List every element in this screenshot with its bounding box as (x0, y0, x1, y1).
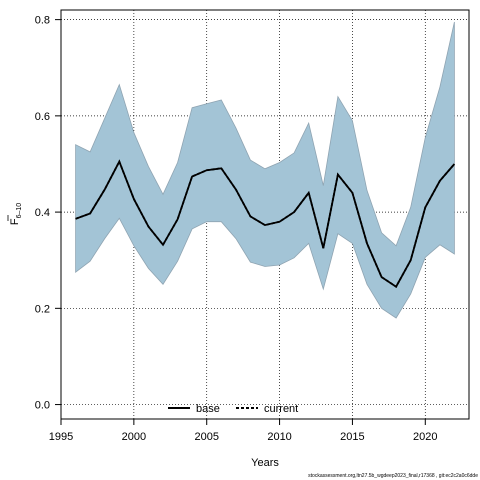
svg-text:F6–10: F6–10 (9, 203, 23, 225)
x-tick-label: 2020 (413, 431, 437, 443)
y-axis-title-sub: 6–10 (16, 203, 23, 219)
y-tick-label: 0.6 (35, 111, 50, 123)
y-tick-label: 0.4 (35, 207, 50, 219)
legend-label-base: base (196, 403, 220, 415)
plot-frame (60, 9, 470, 420)
x-tick-label: 2010 (267, 431, 291, 443)
y-tick-label: 0.0 (35, 400, 50, 412)
x-axis-title: Years (251, 457, 279, 469)
x-axis: 1995 2000 2005 2010 2015 2020 (49, 419, 438, 443)
y-axis-title: F6–10 (7, 203, 23, 225)
y-tick-label: 0.8 (35, 15, 50, 27)
legend: base current (168, 403, 298, 415)
x-tick-label: 1995 (49, 431, 73, 443)
x-tick-label: 2000 (122, 431, 146, 443)
confidence-band (75, 21, 455, 319)
x-tick-label: 2015 (340, 431, 364, 443)
footer-text: stockassessment.org,ltn27.5b_wgdeep2023_… (308, 473, 478, 479)
x-tick-label: 2005 (194, 431, 218, 443)
y-axis: 0.0 0.2 0.4 0.6 0.8 (35, 15, 61, 412)
y-tick-label: 0.2 (35, 303, 50, 315)
y-axis-title-main: F (9, 218, 21, 225)
legend-label-current: current (264, 403, 298, 415)
series-line-current (75, 159, 456, 288)
